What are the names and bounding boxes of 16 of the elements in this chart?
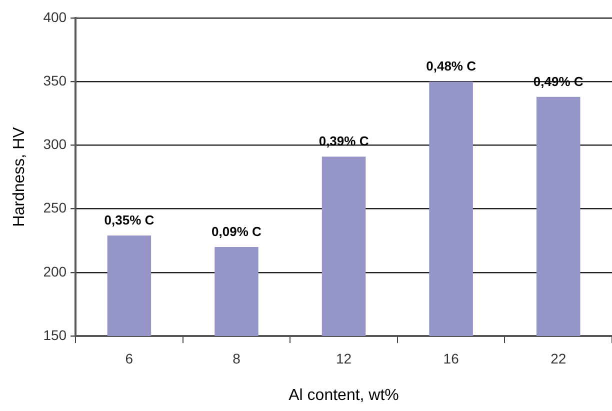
y-tick-label: 150 xyxy=(43,326,67,343)
y-tick-label: 200 xyxy=(43,263,67,280)
x-axis-title: Al content, wt% xyxy=(288,386,399,404)
annotation: 0,48% C xyxy=(426,58,477,74)
annotation: 0,09% C xyxy=(212,224,262,240)
annotation: 0,35% C xyxy=(104,212,155,228)
y-axis-title: Hardness, HV xyxy=(11,126,28,227)
x-tick-label: 16 xyxy=(443,350,460,366)
x-tick-label: 22 xyxy=(550,350,566,366)
y-tick-label: 400 xyxy=(43,8,67,25)
y-tick-label: 350 xyxy=(43,72,67,88)
y-tick-label: 300 xyxy=(43,136,67,152)
y-tick-label: 250 xyxy=(43,200,67,216)
x-tick-label: 6 xyxy=(125,350,134,366)
x-tick-label: 8 xyxy=(232,350,241,366)
x-tick-label: 12 xyxy=(336,350,352,366)
